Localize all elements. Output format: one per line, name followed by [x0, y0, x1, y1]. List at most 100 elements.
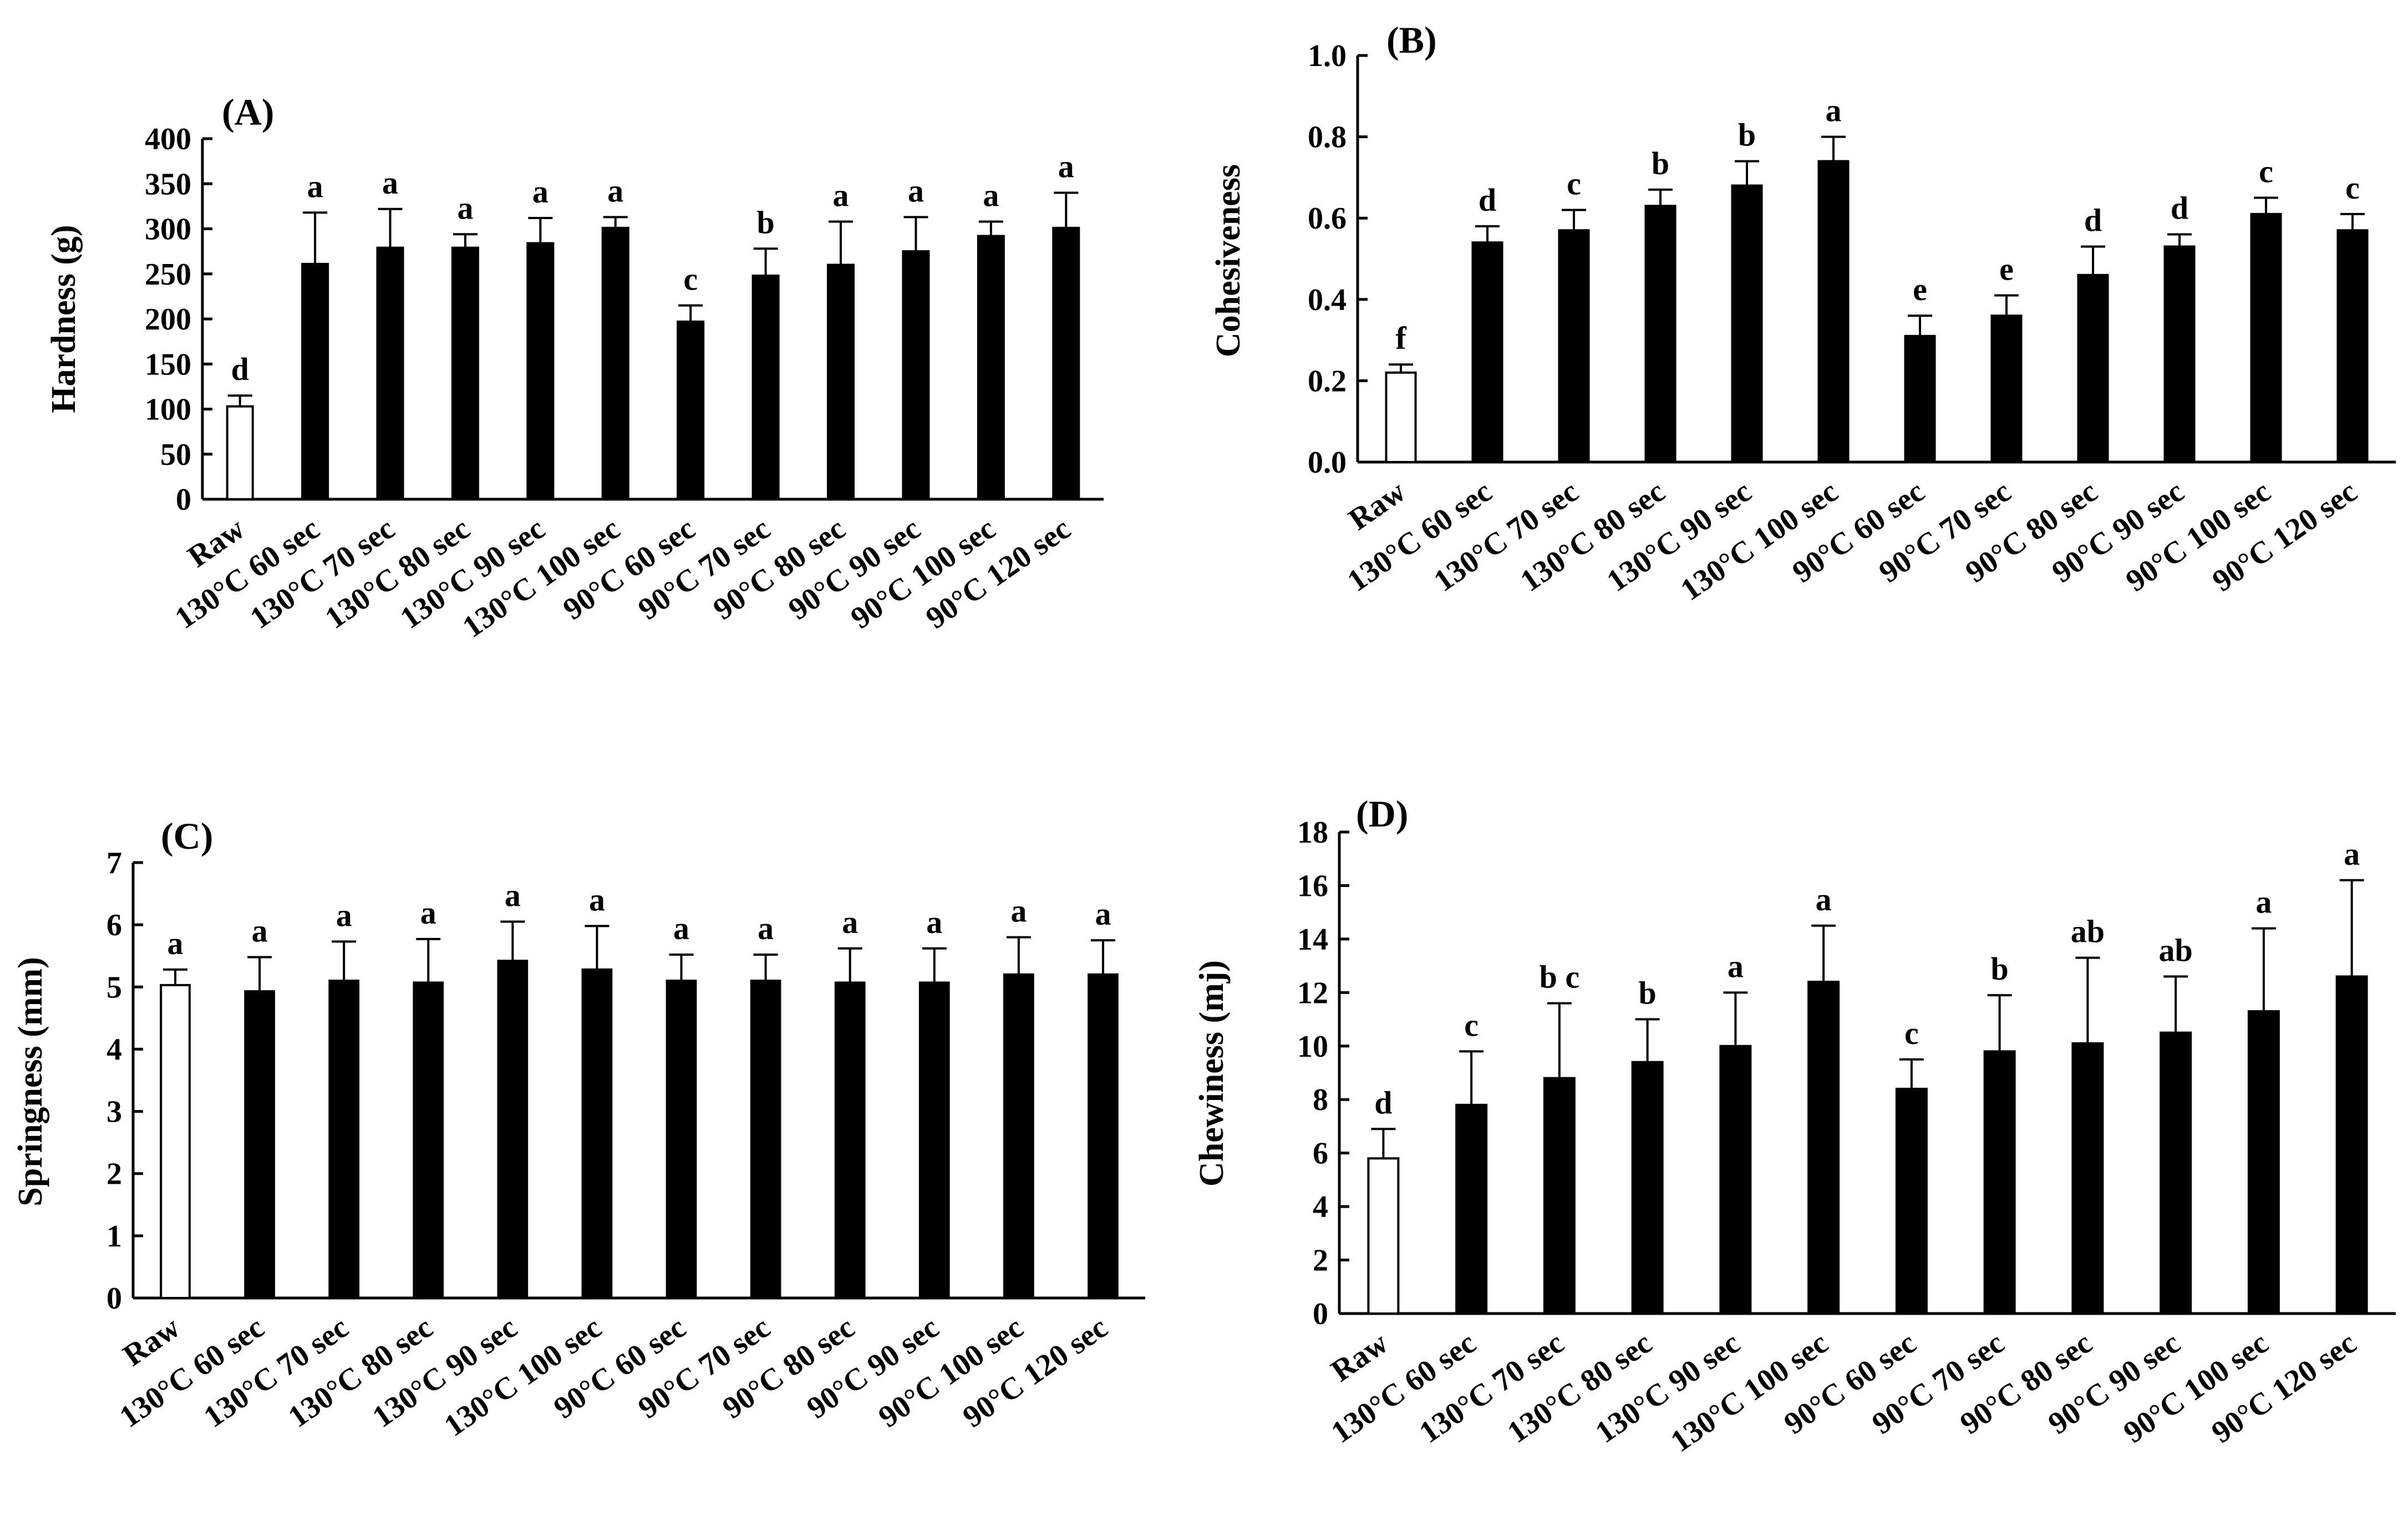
panel-c-bar	[328, 980, 360, 1299]
panel-b-significance-letter: d	[2084, 202, 2102, 239]
panel-b-y-tick-label: 1.0	[1308, 39, 1347, 73]
panel-b-bar	[2250, 212, 2282, 463]
panel-a-significance-letter: a	[532, 174, 548, 210]
panel-c-bar	[244, 990, 275, 1299]
panel-d-significance-letter: b	[1638, 975, 1656, 1011]
panel-a-y-tick-label: 150	[145, 347, 191, 382]
panel-c-significance-letter: a	[336, 897, 352, 933]
panel-c-significance-letter: a	[252, 912, 268, 949]
panel-d-y-tick-label: 10	[1297, 1030, 1328, 1064]
panel-b-y-tick-label: 0.6	[1308, 201, 1347, 236]
panel-a-significance-letter: b	[756, 204, 774, 240]
panel-a-significance-letter: a	[833, 178, 849, 214]
panel-d-y-tick-label: 4	[1313, 1190, 1328, 1224]
panel-d-significance-letter: c	[1464, 1007, 1479, 1043]
panel-d-significance-letter: c	[1904, 1015, 1919, 1051]
panel-b-significance-letter: b	[1738, 117, 1756, 153]
panel-b-y-tick-label: 0.8	[1308, 120, 1347, 155]
panel-c-bar	[1088, 973, 1119, 1300]
panel-c-significance-letter: a	[167, 925, 184, 961]
panel-a-hardness: 0 50 100 150 200 250 300 350 400 Hardness (g) (A) d…	[45, 91, 1104, 645]
panel-c-y-tick-label: 5	[106, 970, 122, 1005]
panel-a-y-tick-label: 250	[145, 257, 191, 292]
panel-d-significance-letter: ab	[2158, 932, 2192, 968]
panel-b-bar	[1471, 241, 1503, 463]
panel-c-bar	[918, 981, 950, 1299]
panel-a-significance-letter: a	[382, 165, 398, 201]
panel-c-bar	[665, 980, 697, 1299]
panel-c-y-tick-label: 6	[106, 908, 122, 942]
panel-a-y-tick-label: 200	[145, 302, 191, 337]
panel-a-significance-letter: a	[307, 168, 323, 204]
panel-c-significance-letter: a	[589, 881, 605, 917]
panel-a-significance-letter: a	[1058, 149, 1074, 185]
panel-d-significance-letter: b	[1990, 951, 2008, 987]
panel-c-y-tick-label: 1	[106, 1219, 122, 1254]
panel-b-significance-letter: e	[1999, 251, 2014, 287]
panel-a-significance-letter: a	[457, 190, 473, 226]
panel-d-significance-letter: ab	[2071, 914, 2105, 950]
panel-d-bar	[1719, 1045, 1752, 1315]
panel-d-significance-letter: b c	[1540, 959, 1580, 995]
panel-d-significance-letter: d	[1374, 1084, 1392, 1121]
panel-d-bar	[2247, 1010, 2280, 1315]
panel-d-significance-letter: a	[1816, 881, 1832, 917]
panel-c-y-tick-label: 4	[106, 1032, 122, 1067]
panel-c-bar	[413, 981, 444, 1299]
panel-b-y-tick-label: 0.0	[1308, 445, 1347, 480]
panel-b-y-axis-label: Cohesiveness	[1210, 164, 1247, 357]
panel-b-significance-letter: c	[2259, 154, 2273, 190]
panel-b-cohesiveness: 0.00.20.40.60.81.0Cohesiveness(B)fRawd13…	[1210, 19, 2396, 607]
panel-c-y-tick-label: 2	[106, 1157, 122, 1192]
panel-a-y-tick-label: 350	[145, 167, 191, 201]
panel-c-significance-letter: a	[758, 910, 774, 946]
panel-b-bar	[1558, 229, 1590, 463]
panel-a-significance-letter: a	[607, 173, 623, 209]
panel-c-y-tick-label: 7	[106, 846, 122, 880]
panel-c-significance-letter: a	[673, 910, 689, 946]
panel-b-bar	[1904, 334, 1936, 464]
panel-b-significance-letter: b	[1652, 145, 1669, 181]
panel-b-significance-letter: c	[2345, 170, 2360, 206]
panel-a-bar	[376, 246, 404, 500]
panel-c-y-tick-label: 0	[106, 1281, 122, 1316]
panel-a-bar	[827, 263, 855, 500]
panel-c-significance-letter: a	[1010, 893, 1027, 929]
panel-d-category-label: Raw	[1325, 1326, 1394, 1389]
panel-c-significance-letter: a	[926, 904, 942, 940]
panel-c-significance-letter: a	[505, 878, 521, 914]
panel-a-bar	[1052, 226, 1080, 500]
panel-a-significance-letter: a	[983, 178, 999, 214]
panel-a-y-axis-label: Hardness (g)	[45, 225, 83, 413]
panel-a-y-tick-label: 0	[176, 483, 191, 517]
panel-a-bar	[526, 242, 555, 500]
panel-a-y-tick-label: 50	[160, 438, 191, 472]
panel-d-bar	[2335, 975, 2368, 1315]
panel-b-bar	[2336, 229, 2369, 463]
panel-d-bar	[2071, 1042, 2104, 1315]
panel-b-title: (B)	[1386, 19, 1437, 61]
panel-b-y-tick-label: 0.2	[1308, 364, 1347, 398]
panel-b-bar	[2077, 273, 2109, 463]
panel-a-bar	[601, 226, 629, 500]
panel-b-significance-letter: d	[1479, 182, 1496, 218]
panel-d-bar	[1895, 1087, 1928, 1315]
panel-d-y-tick-label: 12	[1297, 976, 1328, 1010]
panel-d-y-tick-label: 8	[1313, 1083, 1328, 1117]
panel-c-bar	[750, 980, 781, 1299]
panel-d-bar	[1455, 1103, 1488, 1315]
panel-a-y-tick-label: 400	[145, 122, 191, 156]
panel-b-y-tick-label: 0.4	[1308, 283, 1347, 317]
panel-a-bar	[977, 235, 1005, 500]
panel-b-bar	[1817, 160, 1850, 463]
panel-d-significance-letter: a	[2255, 884, 2272, 920]
panel-a-title: (A)	[222, 91, 274, 133]
panel-b-significance-letter: a	[1826, 93, 1842, 129]
panel-b-significance-letter: f	[1395, 320, 1406, 356]
panel-d-significance-letter: a	[1728, 948, 1744, 984]
panel-d-y-tick-label: 6	[1313, 1137, 1328, 1171]
panel-b-significance-letter: e	[1913, 271, 1927, 307]
panel-a-bar	[751, 275, 780, 500]
